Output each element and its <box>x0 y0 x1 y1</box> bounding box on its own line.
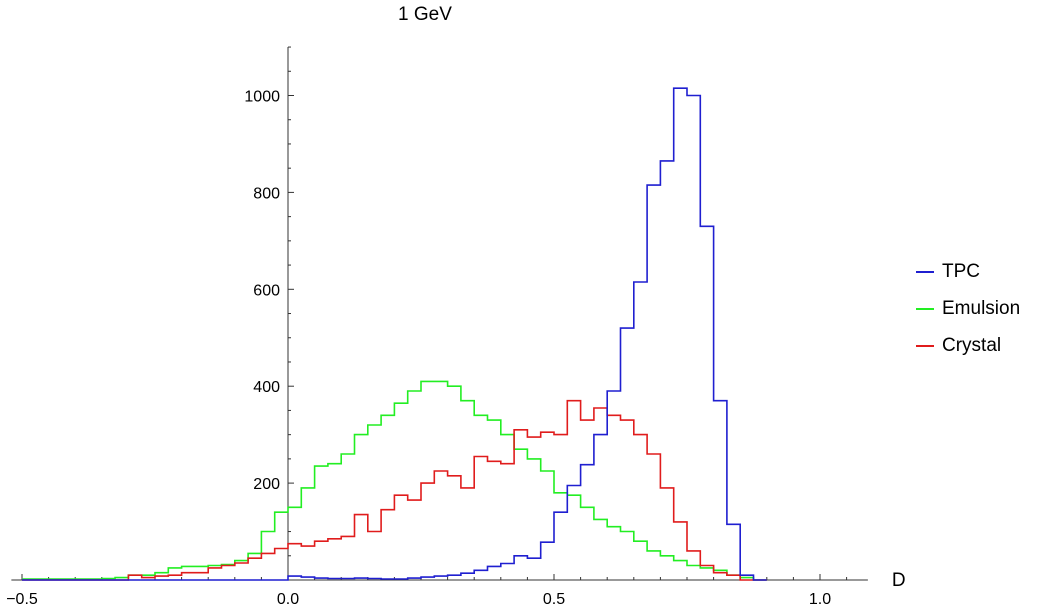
legend-item-tpc: TPC <box>916 253 1020 290</box>
legend-item-emulsion: Emulsion <box>916 290 1020 327</box>
series-crystal-line <box>22 399 767 581</box>
y-tick-label: 200 <box>253 476 280 493</box>
x-axis-label: D <box>892 570 906 591</box>
legend-label-tpc: TPC <box>942 260 980 282</box>
axes: −0.5 0.0 0.5 1.0 200 400 600 800 1000 D <box>6 46 906 608</box>
y-tick-label: 1000 <box>244 89 280 106</box>
legend-swatch-crystal <box>916 344 934 347</box>
legend-item-crystal: Crystal <box>916 327 1020 364</box>
legend-swatch-emulsion <box>916 307 934 310</box>
series-tpc-line <box>22 87 767 581</box>
x-tick-label: 1.0 <box>809 591 831 608</box>
legend: TPC Emulsion Crystal <box>916 253 1020 364</box>
chart-title: 1 GeV <box>398 4 452 25</box>
x-tick-label: −0.5 <box>6 591 38 608</box>
y-tick-label: 600 <box>253 282 280 299</box>
legend-label-crystal: Crystal <box>942 334 1002 356</box>
x-tick-label: 0.5 <box>543 591 565 608</box>
y-tick-label: 400 <box>253 379 280 396</box>
x-tick-label: 0.0 <box>277 591 299 608</box>
y-tick-label: 800 <box>253 185 280 202</box>
legend-label-emulsion: Emulsion <box>942 297 1021 319</box>
legend-swatch-tpc <box>916 270 934 273</box>
series-emulsion-line <box>22 380 767 581</box>
series-layer <box>22 87 767 581</box>
